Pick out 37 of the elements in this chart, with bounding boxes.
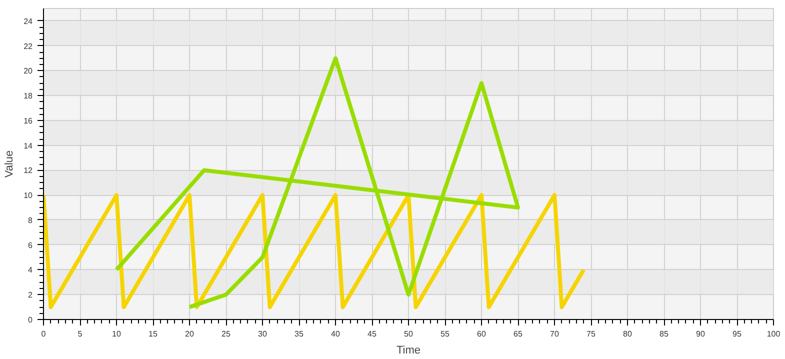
x-tick-label: 100 [766,330,781,338]
y-tick-label: 18 [24,92,34,101]
y-tick-label: 8 [28,216,34,225]
y-tick-label: 20 [24,66,34,76]
x-tick-label: 10 [112,330,122,338]
y-tick-label: 2 [28,290,34,300]
x-tick-label: 55 [440,330,450,338]
x-tick-label: 30 [258,330,268,338]
x-tick-label: 20 [185,330,194,338]
x-tick-label: 50 [404,330,414,338]
y-tick-label: 16 [24,116,34,126]
y-axis-title: Value [4,150,16,178]
x-axis-title: Time [396,344,421,356]
x-tick-label: 35 [294,330,304,338]
x-tick-label: 25 [222,330,231,338]
y-tick-label: 12 [24,166,34,176]
y-tick-label: 6 [28,240,34,250]
x-tick-label: 95 [732,330,742,338]
y-tick-label: 4 [28,266,34,275]
x-tick-label: 45 [368,330,377,338]
x-tick-label: 60 [477,330,486,338]
x-tick-label: 40 [331,330,340,338]
x-tick-label: 70 [550,330,560,338]
x-tick-label: 15 [148,330,158,338]
x-tick-label: 0 [41,330,46,338]
y-tick-label: 14 [24,141,34,150]
x-tick-label: 75 [586,330,596,338]
x-tick-label: 85 [660,330,669,338]
line-series [114,56,520,310]
y-tick-label: 0 [28,316,34,324]
y-tick-label: 24 [24,16,34,26]
x-tick-label: 5 [78,330,83,338]
y-tick-label: 22 [24,42,34,51]
y-tick-label: 10 [24,191,34,200]
x-tick-label: 65 [514,330,523,338]
x-tick-label: 80 [623,330,632,338]
x-tick-label: 90 [696,330,706,338]
